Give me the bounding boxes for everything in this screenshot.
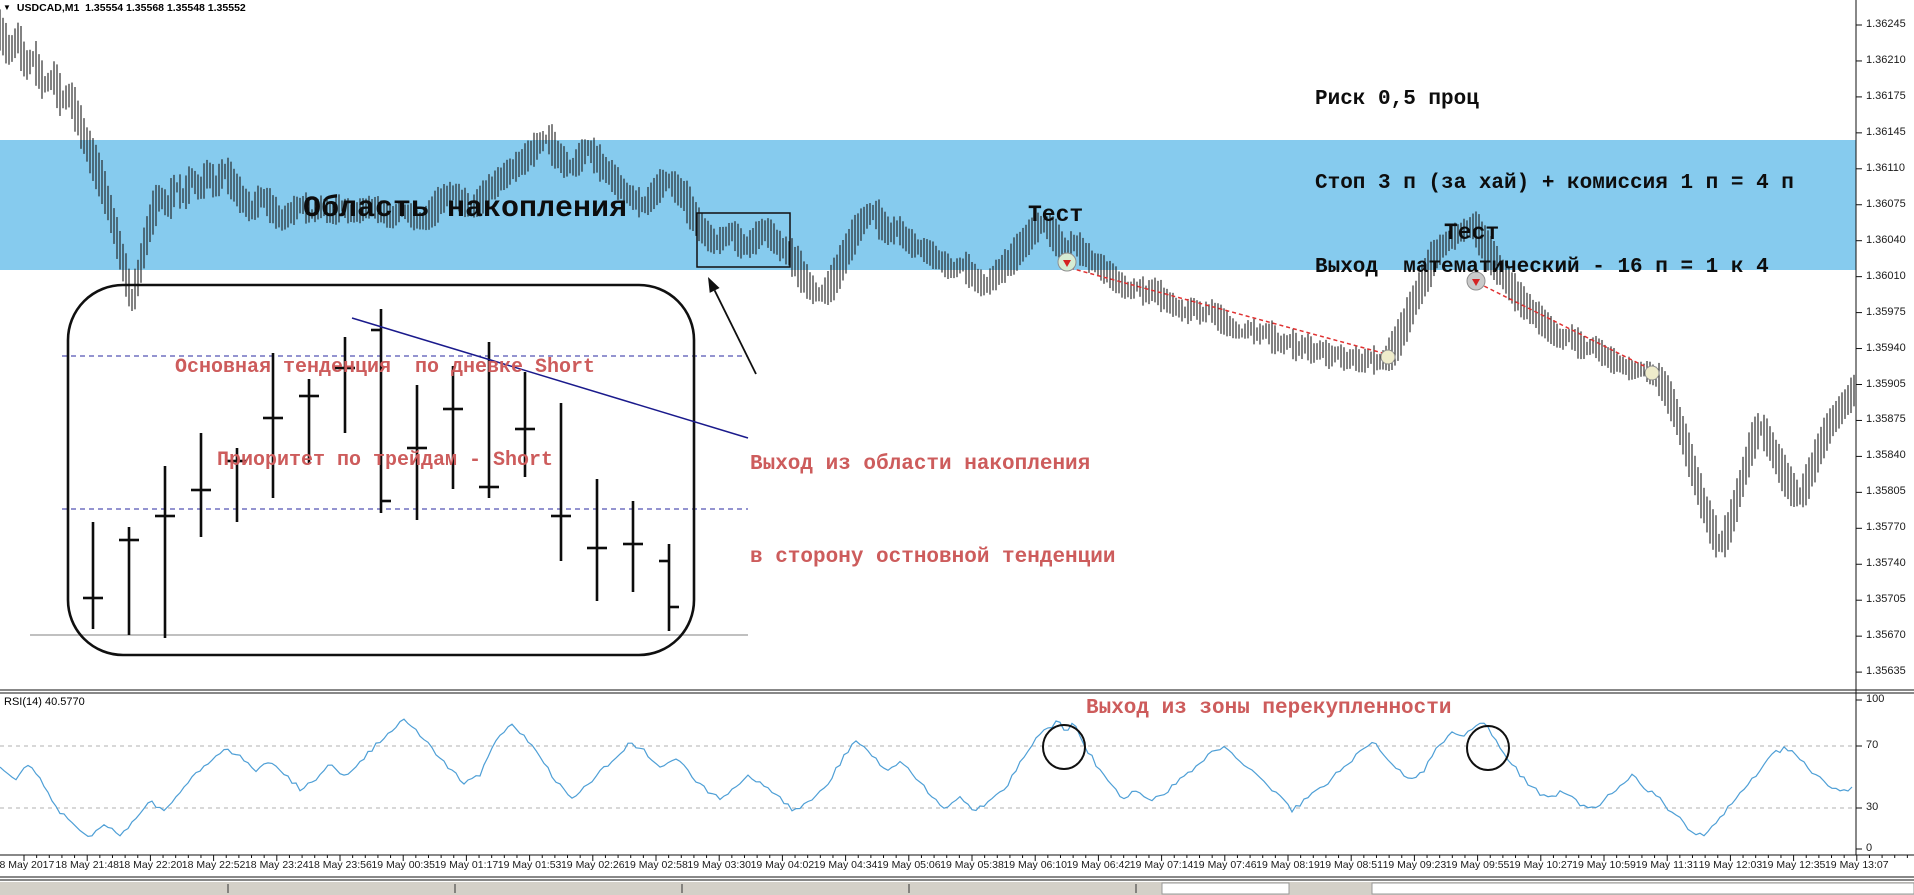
time-axis-label: 19 May 07:14	[1129, 859, 1194, 871]
test-label-2: Тест	[1444, 220, 1500, 246]
rsi-exit-annotation: Выход из зоны перекупленности	[1086, 697, 1452, 720]
rsi-line	[0, 718, 1853, 838]
time-axis-label: 19 May 01:17	[434, 859, 499, 871]
sell-arrow-icon	[1472, 279, 1480, 286]
time-axis-label: 19 May 04:02	[750, 859, 815, 871]
daily-trend-note-line1: Основная тенденция по дневке Short	[174, 356, 596, 379]
price-axis-label: 1.35875	[1866, 413, 1906, 426]
time-axis-label: 19 May 09:55	[1445, 859, 1510, 871]
risk-note-line1: Риск 0,5 проц	[1315, 88, 1479, 111]
daily-trend-note: Основная тенденция по дневке Short Приор…	[95, 290, 675, 538]
chart-title-bar: ▼ USDCAD,M1 1.35554 1.35568 1.35548 1.355…	[3, 2, 246, 14]
risk-note-line3: Выход математический - 16 п = 1 к 4	[1315, 256, 1769, 279]
accumulation-area-label: Область накопления	[303, 192, 628, 226]
time-axis-label: 19 May 04:34	[813, 859, 878, 871]
rsi-exit-circle[interactable]	[1042, 724, 1086, 770]
price-axis-label: 1.35770	[1866, 521, 1906, 534]
price-axis-label: 1.36175	[1866, 89, 1906, 102]
time-axis-label: 18 May 23:24	[244, 859, 309, 871]
risk-note-line2: Стоп 3 п (за хай) + комиссия 1 п = 4 п	[1315, 172, 1794, 195]
breakout-annotation: Выход из области накопления в сторону ос…	[750, 387, 1115, 635]
touch-marker-2[interactable]	[1644, 365, 1660, 381]
time-axis-label: 18 May 22:20	[118, 859, 183, 871]
rsi-axis-label: 30	[1866, 801, 1879, 813]
price-axis-label: 1.36110	[1866, 161, 1905, 174]
breakout-arrow-head	[708, 277, 720, 293]
price-axis-label: 1.35840	[1866, 449, 1906, 462]
sell-arrow-icon	[1063, 260, 1071, 267]
price-axis-label: 1.36210	[1866, 53, 1906, 66]
time-axis-label: 18 May 22:52	[181, 859, 246, 871]
time-axis-label: 19 May 08:19	[1256, 859, 1320, 871]
time-axis-label: 19 May 12:03	[1698, 859, 1763, 871]
time-axis-label: 19 May 10:59	[1572, 859, 1636, 871]
time-axis-label: 19 May 09:23	[1382, 859, 1447, 871]
test-label-1: Тест	[1028, 202, 1084, 228]
time-axis-label: 19 May 07:46	[1192, 859, 1257, 871]
time-axis-label: 19 May 10:27	[1508, 859, 1573, 871]
inset-rounded-box[interactable]	[66, 283, 696, 657]
price-axis-label: 1.36075	[1866, 197, 1906, 210]
time-axis-label: 19 May 06:42	[1066, 859, 1131, 871]
price-axis-label: 1.35975	[1866, 305, 1906, 318]
time-axis-label: 18 May 2017	[0, 859, 55, 871]
time-axis-label: 19 May 08:51	[1319, 859, 1383, 871]
rsi-exit-circle[interactable]	[1466, 725, 1510, 771]
touch-marker-1[interactable]	[1380, 349, 1396, 365]
time-axis-label: 19 May 05:06	[876, 859, 941, 871]
price-axis-label: 1.36245	[1866, 18, 1906, 30]
risk-note: Риск 0,5 проц Стоп 3 п (за хай) + комисс…	[1315, 30, 1794, 338]
price-axis-label: 1.35905	[1866, 377, 1906, 390]
time-axis-label: 19 May 05:38	[940, 859, 1004, 871]
time-axis-label: 19 May 02:26	[560, 859, 625, 871]
rsi-axis-label: 70	[1866, 739, 1879, 751]
price-axis-label: 1.35670	[1866, 629, 1906, 642]
rsi-axis-label: 100	[1866, 693, 1885, 705]
time-axis-label: 19 May 00:35	[371, 859, 435, 871]
breakout-annotation-line2: в сторону остновной тенденции	[750, 546, 1116, 569]
rsi-indicator-label: RSI(14) 40.5770	[4, 696, 85, 708]
rsi-axis-label: 0	[1866, 842, 1873, 854]
scrollbar-thumb[interactable]	[1161, 882, 1290, 895]
red-dashed-trendline[interactable]	[1477, 282, 1657, 373]
chart-dropdown-icon[interactable]: ▼	[3, 3, 11, 12]
price-axis-label: 1.36040	[1866, 233, 1906, 246]
price-axis-label: 1.35635	[1866, 665, 1906, 678]
breakout-arrow-shaft[interactable]	[713, 290, 757, 375]
price-axis-label: 1.36010	[1866, 269, 1906, 282]
breakout-annotation-line1: Выход из области накопления	[750, 453, 1091, 476]
time-axis-label: 19 May 13:07	[1824, 859, 1889, 871]
price-axis-label: 1.36145	[1866, 125, 1906, 138]
daily-trend-note-line2: Приоритет по трейдам - Short	[216, 449, 554, 472]
symbol-quote-text: USDCAD,M1 1.35554 1.35568 1.35548 1.3555…	[16, 2, 246, 14]
price-axis-label: 1.35940	[1866, 341, 1906, 354]
price-axis-label: 1.35705	[1866, 593, 1906, 606]
red-dashed-trendline[interactable]	[1069, 267, 1391, 356]
price-axis-label: 1.35740	[1866, 557, 1906, 570]
time-axis-label: 19 May 02:58	[624, 859, 688, 871]
time-axis-label: 19 May 12:35	[1761, 859, 1826, 871]
price-axis-label: 1.35805	[1866, 485, 1906, 498]
consolidation-rect[interactable]	[696, 212, 791, 268]
scrollbar-thumb[interactable]	[1371, 882, 1914, 895]
inset-downtrend-line[interactable]	[351, 317, 749, 439]
time-axis-label: 19 May 01:53	[497, 859, 562, 871]
time-axis-label: 18 May 23:56	[308, 859, 372, 871]
time-axis-label: 18 May 21:48	[55, 859, 119, 871]
time-axis-label: 19 May 11:31	[1635, 859, 1699, 871]
time-axis-label: 19 May 06:10	[1003, 859, 1067, 871]
time-axis-label: 19 May 03:30	[687, 859, 751, 871]
